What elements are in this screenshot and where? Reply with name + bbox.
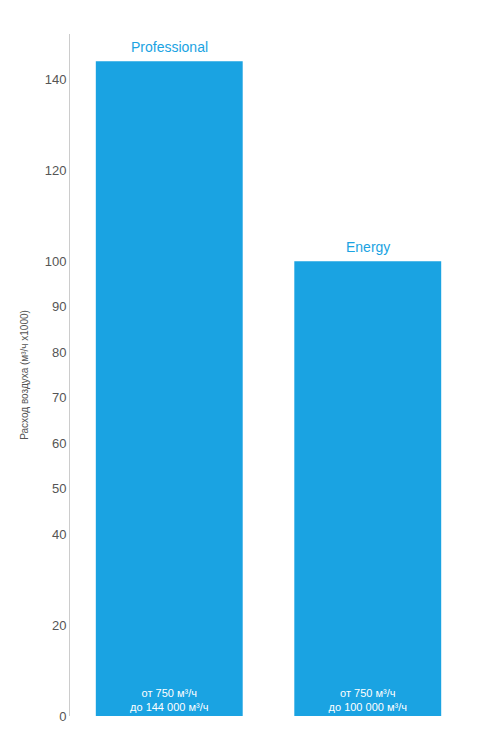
svg-text:60: 60 xyxy=(52,436,66,451)
svg-text:40: 40 xyxy=(52,527,66,542)
svg-text:70: 70 xyxy=(52,390,66,405)
svg-text:от 750 м³/чдо 100 000 м³/ч: от 750 м³/чдо 100 000 м³/ч xyxy=(329,687,407,713)
svg-text:100: 100 xyxy=(45,254,67,269)
svg-text:90: 90 xyxy=(52,299,66,314)
svg-text:Расход воздуха (м³/ч x1000): Расход воздуха (м³/ч x1000) xyxy=(19,310,30,440)
svg-text:0: 0 xyxy=(59,709,66,724)
svg-text:80: 80 xyxy=(52,345,66,360)
svg-text:Professional: Professional xyxy=(131,39,208,55)
svg-text:20: 20 xyxy=(52,618,66,633)
svg-text:от 750 м³/чдо 144 000 м³/ч: от 750 м³/чдо 144 000 м³/ч xyxy=(130,687,208,713)
svg-text:Energy: Energy xyxy=(346,239,390,255)
svg-text:120: 120 xyxy=(45,163,67,178)
svg-text:50: 50 xyxy=(52,481,66,496)
svg-text:140: 140 xyxy=(45,72,67,87)
